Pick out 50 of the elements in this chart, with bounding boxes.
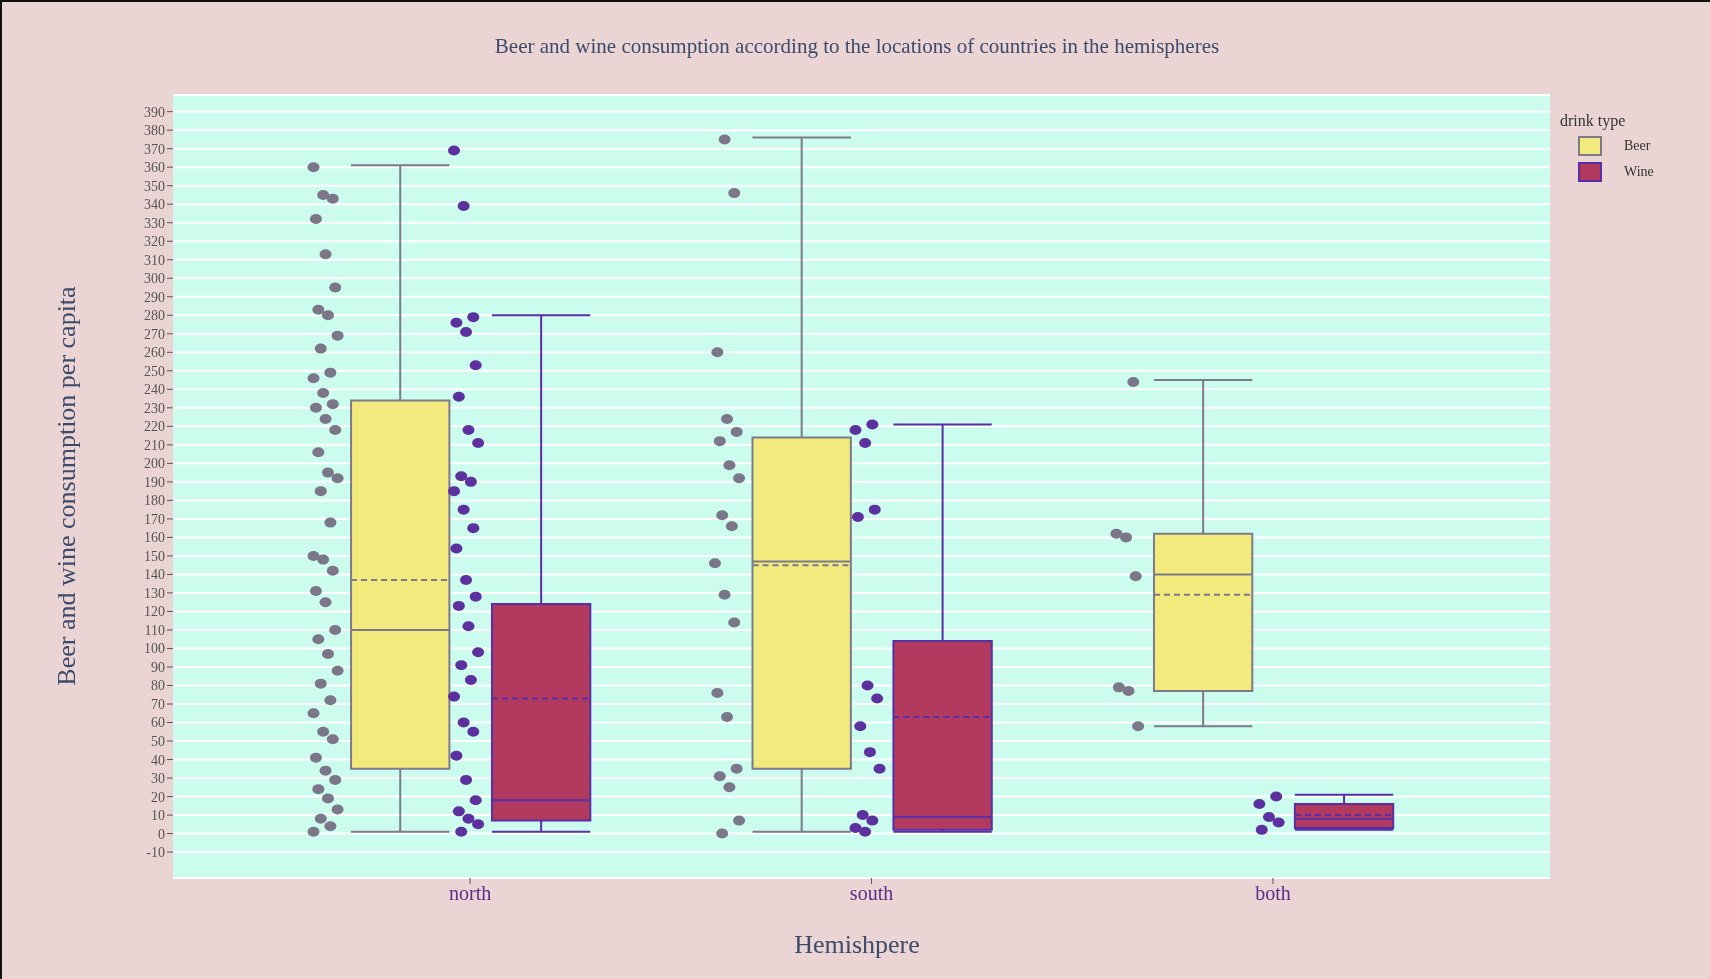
y-tick-label: 120 [144, 604, 165, 620]
y-tick-label: 200 [144, 456, 165, 472]
y-tick-label: 40 [151, 752, 165, 768]
y-tick-label: 100 [144, 641, 165, 657]
x-tick-label: south [849, 882, 894, 905]
y-tick-label: 380 [144, 123, 165, 139]
y-tick-label: 350 [144, 178, 165, 194]
y-tick-label: 330 [144, 215, 165, 231]
y-tick-label: 230 [144, 400, 165, 416]
y-tick-label: 280 [144, 308, 165, 324]
y-tick-label: 30 [151, 771, 165, 787]
y-tick-label: 340 [144, 197, 165, 213]
y-tick-label: 140 [144, 567, 165, 583]
y-axis-title: Beer and wine consumption per capita [52, 286, 82, 686]
y-tick-label: 130 [144, 585, 165, 601]
y-tick-label: -10 [146, 845, 165, 861]
legend-title: drink type [1560, 112, 1627, 130]
y-tick-label: 180 [144, 493, 165, 509]
y-tick-label: 70 [151, 696, 165, 712]
y-tick-label: 300 [144, 271, 165, 287]
y-tick-label: 160 [144, 530, 165, 546]
legend-label: Wine [1624, 164, 1654, 180]
y-tick-label: 0 [158, 826, 165, 842]
y-tick-label: 210 [144, 437, 165, 453]
y-tick-label: 10 [151, 808, 165, 824]
y-tick-label: 240 [144, 382, 165, 398]
y-tick-label: 250 [144, 363, 165, 379]
x-axis-title: Hemishpere [793, 930, 921, 960]
legend-label: Beer [1624, 138, 1651, 154]
y-tick-label: 50 [151, 733, 165, 749]
y-tick-label: 220 [144, 419, 165, 435]
y-tick-label: 310 [144, 252, 165, 268]
y-tick-label: 60 [151, 715, 165, 731]
x-tick-label: north [448, 882, 492, 905]
y-tick-label: 90 [151, 659, 165, 675]
y-tick-label: 360 [144, 160, 165, 176]
y-tick-label: 370 [144, 141, 165, 157]
y-tick-label: 80 [151, 678, 165, 694]
y-tick-label: 20 [151, 789, 165, 805]
chart-title: Beer and wine consumption according to the locations of countries in the hemispheres [493, 34, 1221, 59]
y-tick-label: 110 [144, 622, 165, 638]
y-tick-label: 260 [144, 345, 165, 361]
y-tick-label: 190 [144, 474, 165, 490]
y-tick-label: 390 [144, 104, 165, 120]
y-tick-label: 170 [144, 511, 165, 527]
y-tick-label: 290 [144, 289, 165, 305]
y-tick-label: 270 [144, 326, 165, 342]
x-tick-label: both [1255, 882, 1291, 905]
y-tick-label: 320 [144, 234, 165, 250]
y-tick-label: 150 [144, 548, 165, 564]
